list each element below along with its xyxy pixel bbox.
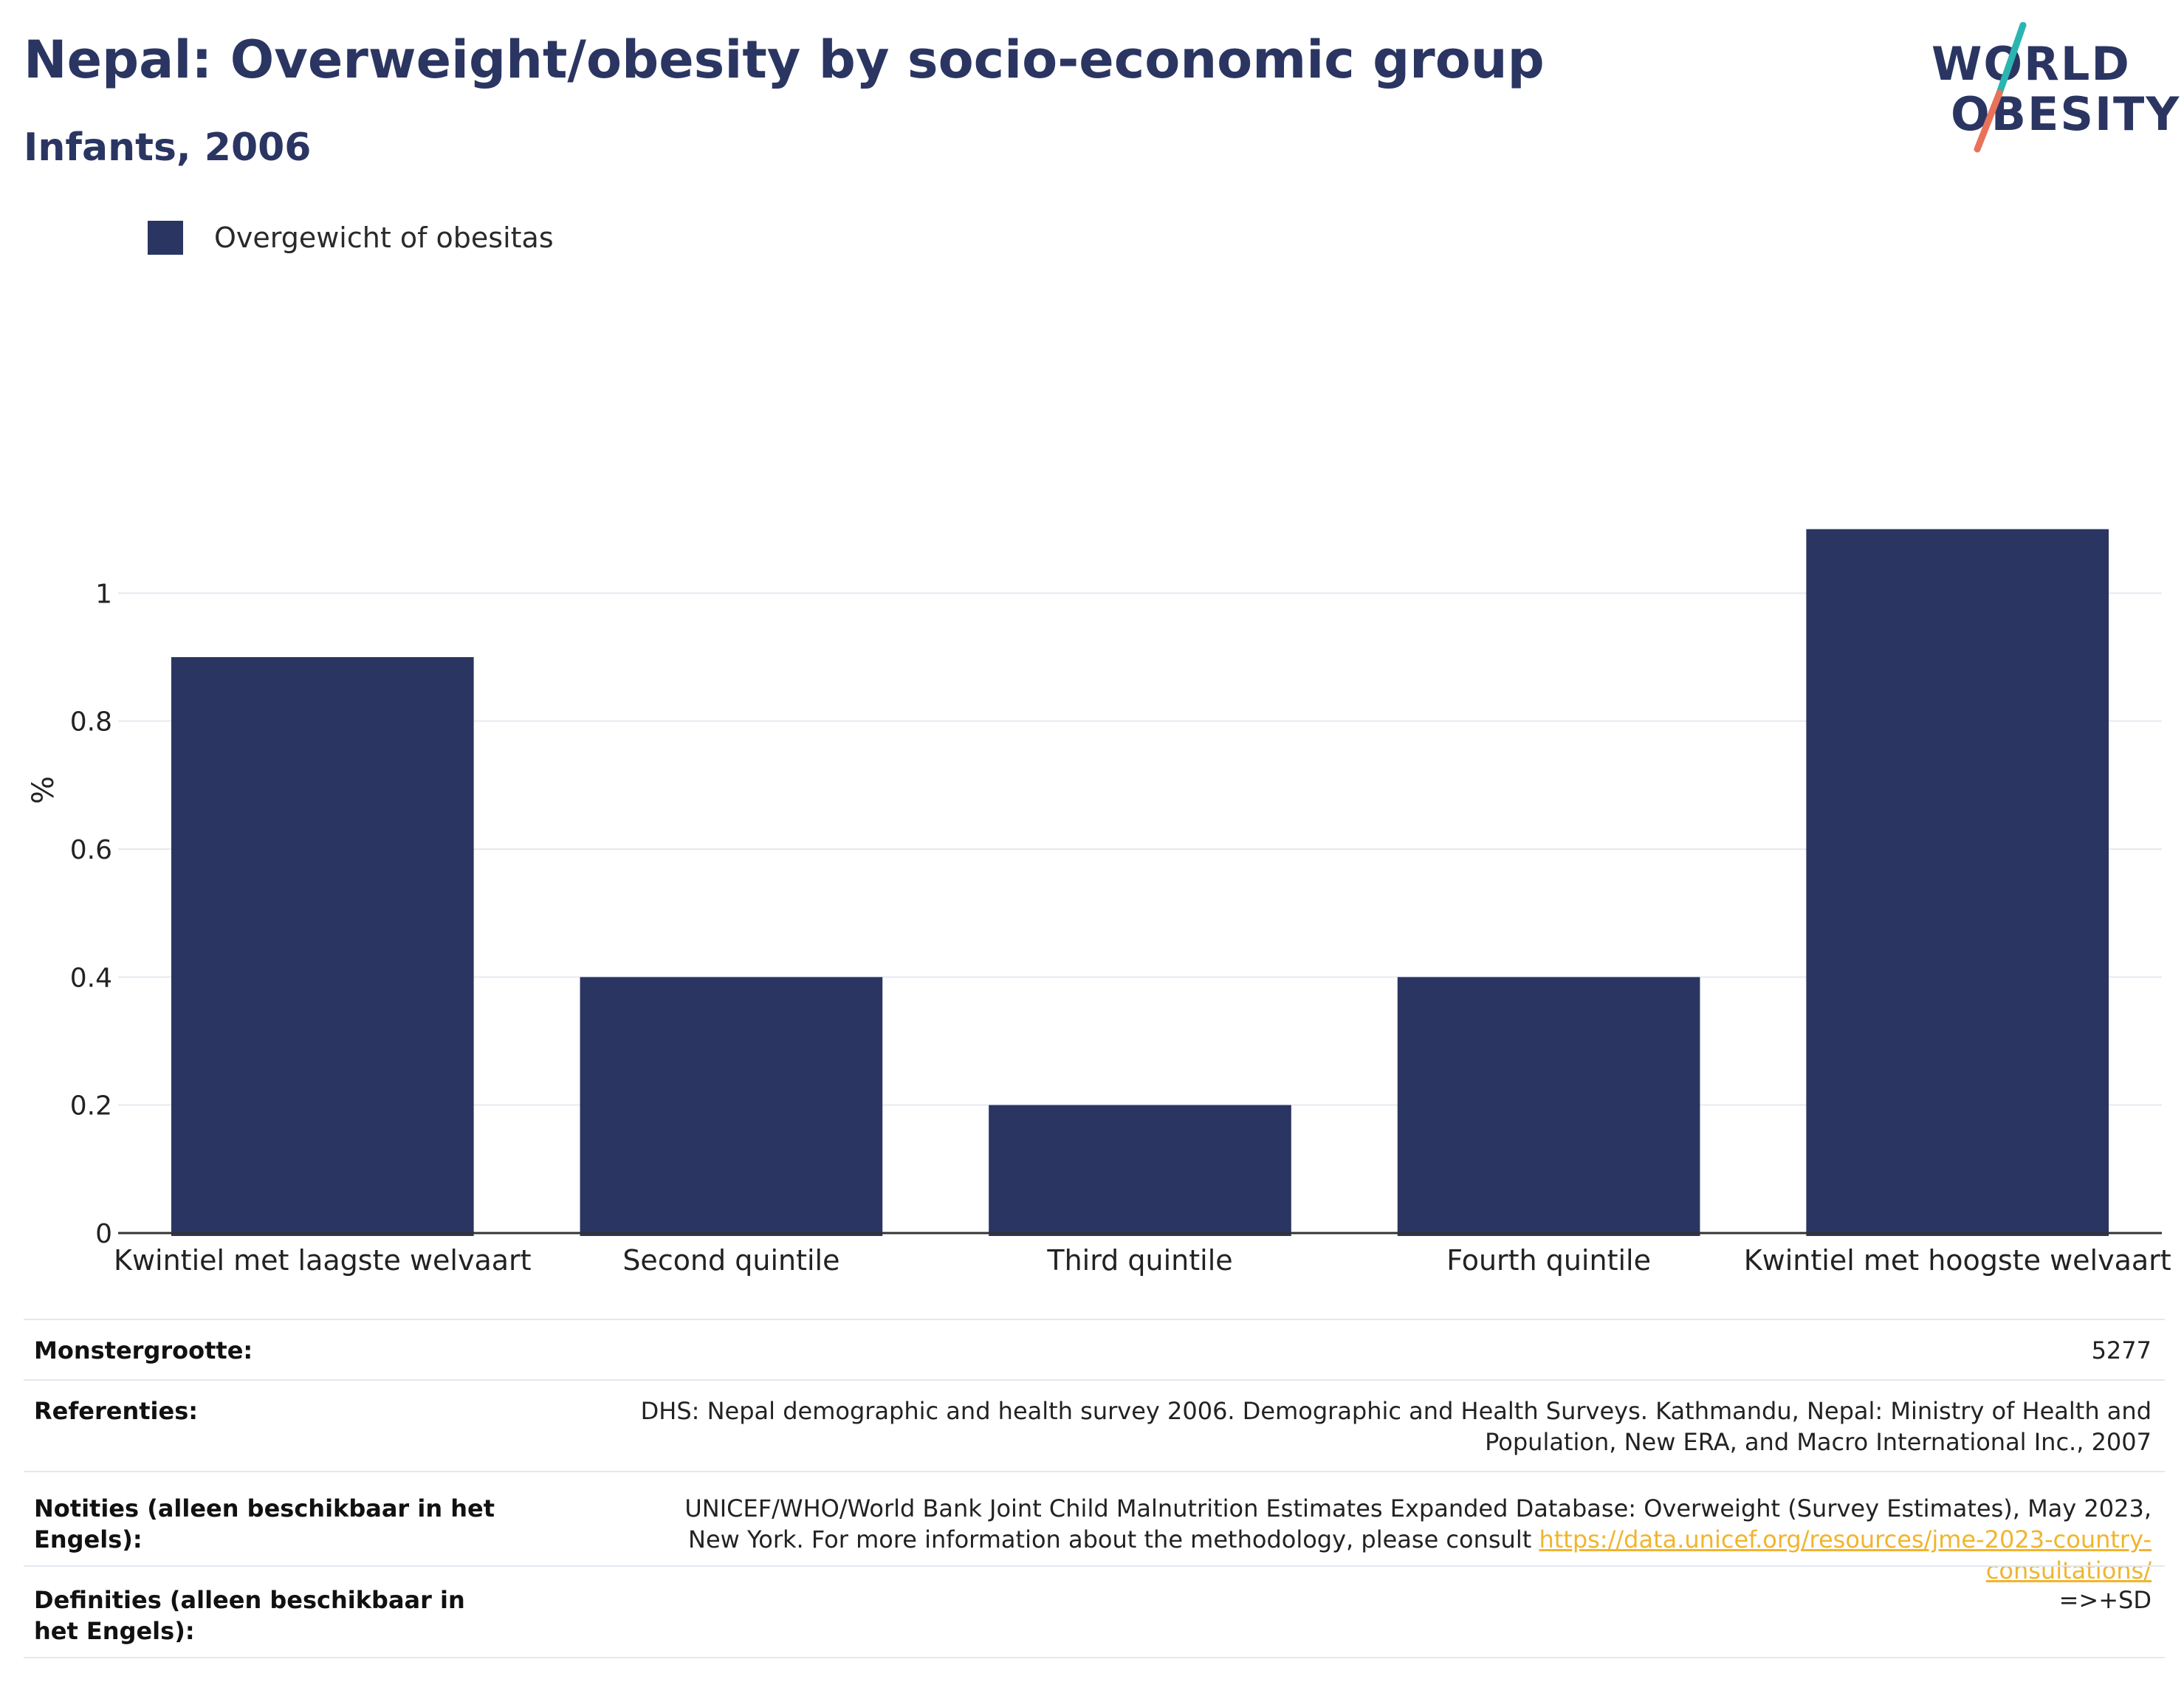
chart-legend[interactable]: Overgewicht of obesitas	[148, 220, 554, 255]
x-tick-label: Kwintiel met hoogste welvaart	[1744, 1244, 2171, 1277]
info-table: Monstergrootte: 5277 Referenties: DHS: N…	[24, 1319, 2165, 1658]
bar	[989, 1105, 1291, 1236]
info-value: =>+SD	[2058, 1586, 2152, 1614]
info-row-sample-size: Monstergrootte: 5277	[24, 1319, 2165, 1379]
x-tick-label: Second quintile	[622, 1244, 839, 1277]
methodology-link[interactable]: https://data.unicef.org/resources/jme-20…	[1539, 1525, 2152, 1585]
y-tick-label: 0.8	[70, 707, 112, 738]
info-row-notes: Notities (alleen beschikbaar in het Enge…	[24, 1471, 2165, 1585]
x-tick-label: Third quintile	[1046, 1244, 1232, 1277]
chart-title: Nepal: Overweight/obesity by socio-econo…	[24, 30, 1545, 90]
legend-label: Overgewicht of obesitas	[214, 222, 554, 254]
y-tick-label: 0.6	[70, 835, 112, 865]
logo-word-world: WORLD	[1931, 37, 2131, 91]
bar-chart: 0 0.2 0.4 0.6 0.8 1% Kwintiel met laagste welv…	[27, 529, 2171, 1277]
y-tick-label: 1	[95, 579, 112, 609]
y-tick-label: 0.4	[70, 963, 112, 993]
info-key: Monstergrootte:	[34, 1336, 253, 1364]
bar	[1806, 529, 2109, 1236]
chart-subtitle: Infants, 2006	[24, 126, 312, 170]
y-axis-label: %	[27, 776, 61, 804]
info-key: Definities (alleen beschikbaar in het En…	[34, 1586, 465, 1645]
bar	[1397, 977, 1700, 1236]
legend-swatch	[148, 221, 183, 255]
table-bottom-rule	[24, 1657, 2165, 1658]
x-tick-label: Kwintiel met laagste welvaart	[114, 1244, 532, 1277]
info-key: Notities (alleen beschikbaar in het Enge…	[34, 1494, 495, 1553]
y-tick-label: 0.2	[70, 1091, 112, 1122]
info-key: Referenties:	[34, 1397, 199, 1425]
info-row-definitions: Definities (alleen beschikbaar in het En…	[24, 1565, 2165, 1657]
logo-slash-icon	[1974, 22, 2027, 153]
info-value: UNICEF/WHO/World Bank Joint Child Malnut…	[638, 1493, 2152, 1586]
y-tick-label: 0	[95, 1219, 112, 1249]
world-obesity-logo[interactable]: WORLD OBESITY	[1927, 22, 2179, 155]
x-tick-label: Fourth quintile	[1446, 1244, 1651, 1277]
notes-text: UNICEF/WHO/World Bank Joint Child Malnut…	[684, 1494, 2152, 1553]
bar	[580, 977, 883, 1236]
bar	[171, 657, 474, 1236]
info-row-references: Referenties: DHS: Nepal demographic and …	[24, 1379, 2165, 1471]
info-value: DHS: Nepal demographic and health survey…	[640, 1397, 2152, 1456]
info-value: 5277	[2091, 1336, 2152, 1364]
